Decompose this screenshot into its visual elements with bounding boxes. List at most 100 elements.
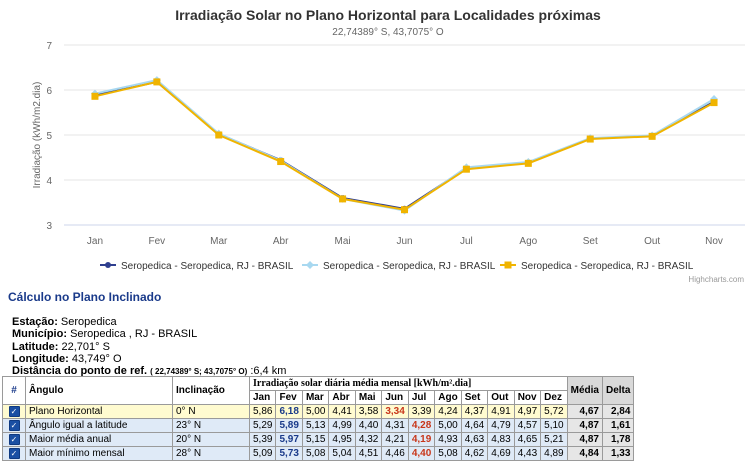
distance-value: :6,4 km (250, 365, 287, 378)
cell-angle: Maior mínimo mensal (25, 446, 173, 461)
series-1-point-legend[interactable] (306, 261, 314, 269)
col-month-abr: Abr (328, 390, 356, 405)
y-axis-title: Irradiação (kWh/m2.dia) (32, 82, 43, 189)
col-month-jun: Jun (381, 390, 409, 405)
cell-tilt: 23° N (172, 418, 250, 433)
series-2-point-0[interactable] (91, 92, 99, 100)
series-2-point-4[interactable] (339, 195, 347, 203)
legend-label: Seropedica - Seropedica, RJ - BRASIL (521, 261, 694, 272)
latitude-label: Latitude: (12, 340, 59, 353)
col-month-nov: Nov (513, 390, 542, 405)
chart-subtitle: 22,74389° S, 43,7075° O (332, 27, 444, 38)
chart-credits[interactable]: Highcharts.com (688, 275, 744, 284)
row-checkbox[interactable]: ✓ (8, 405, 20, 417)
legend-label: Seropedica - Seropedica, RJ - BRASIL (323, 261, 496, 272)
series-2-point-9[interactable] (648, 132, 656, 140)
cell-delta: 2,84 (601, 404, 635, 419)
cell-month-value: 4,65 (513, 432, 542, 447)
x-tick-label: Abr (273, 236, 289, 247)
station-row: Estação: Seropedica (12, 316, 286, 328)
x-tick-label: Jan (87, 236, 103, 247)
cell-tilt: 20° N (172, 432, 250, 447)
municipality-label: Município: (12, 328, 67, 341)
longitude-row: Longitude: 43,749° O (12, 353, 286, 365)
cell-month-value: 5,73 (275, 446, 303, 461)
cell-month-value: 4,69 (487, 446, 515, 461)
row-checkbox[interactable]: ✓ (8, 447, 20, 459)
series-2-point-7[interactable] (524, 159, 532, 167)
table-row: ✓ Ângulo igual a latitude 23° N 5,29 5,89 5,1… (2, 418, 635, 433)
cell-month-value: 4,24 (434, 404, 462, 419)
cell-average: 4,67 (566, 404, 603, 419)
series-2-line (94, 80, 715, 211)
col-month-dez: Dez (540, 390, 568, 405)
y-tick-label: 4 (46, 176, 52, 187)
legend-item-1[interactable]: Seropedica - Seropedica, RJ - BRASIL (302, 261, 496, 272)
legend-item-0[interactable]: Seropedica - Seropedica, RJ - BRASIL (100, 261, 294, 272)
municipality-row: Município: Seropedica , RJ - BRASIL (12, 328, 286, 340)
col-month-ago: Ago (434, 390, 462, 405)
cell-month-value: 4,64 (460, 418, 489, 433)
cell-month-value: 4,79 (487, 418, 515, 433)
cell-average: 4,84 (566, 446, 603, 461)
series-2-point-legend[interactable] (504, 261, 512, 269)
cell-month-value: 4,51 (354, 446, 383, 461)
row-checkbox-cell: ✓ (2, 404, 26, 419)
col-month-mar: Mar (301, 390, 330, 405)
cell-month-value: 5,00 (301, 404, 330, 419)
series-2-point-1[interactable] (153, 78, 161, 86)
cell-month-value: 4,31 (381, 418, 409, 433)
table-body: ✓ Plano Horizontal 0° N 5,86 6,18 5,00 4,41 3,5… (2, 404, 635, 461)
cell-month-value: 5,04 (328, 446, 356, 461)
cell-month-value: 4,46 (381, 446, 409, 461)
cell-month-value: 4,32 (354, 432, 383, 447)
table-row: ✓ Maior média anual 20° N 5,39 5,97 5,15 4,95 4… (2, 432, 635, 447)
x-tick-label: Out (644, 236, 660, 247)
series-0-point-legend[interactable] (105, 262, 111, 268)
series-1-line (94, 79, 715, 212)
legend-item-2[interactable]: Seropedica - Seropedica, RJ - BRASIL (500, 261, 694, 272)
x-tick-label: Nov (705, 236, 723, 247)
series-2-point-6[interactable] (462, 165, 470, 173)
series-2-point-3[interactable] (277, 158, 285, 166)
cell-month-value: 4,89 (540, 446, 568, 461)
x-tick-label: Ago (519, 236, 537, 247)
y-tick-label: 7 (46, 41, 52, 52)
cell-month-value: 5,86 (248, 404, 277, 419)
cell-month-value: 5,21 (540, 432, 568, 447)
cell-month-value: 4,91 (487, 404, 515, 419)
x-tick-label: Fev (149, 236, 166, 247)
cell-month-value: 5,29 (248, 418, 277, 433)
cell-month-value: 5,10 (540, 418, 568, 433)
series-2-point-2[interactable] (215, 131, 223, 139)
cell-month-value: 4,21 (381, 432, 409, 447)
x-tick-label: Set (583, 236, 598, 247)
cell-month-value: 5,08 (434, 446, 462, 461)
y-tick-label: 6 (46, 86, 52, 97)
series-0 (91, 78, 718, 212)
series-2-point-10[interactable] (710, 99, 718, 107)
row-checkbox[interactable]: ✓ (8, 419, 20, 431)
x-tick-label: Jun (396, 236, 412, 247)
col-month-fev: Fev (275, 390, 303, 405)
cell-tilt: 28° N (172, 446, 250, 461)
row-checkbox-cell: ✓ (2, 446, 26, 461)
row-checkbox[interactable]: ✓ (8, 433, 20, 445)
col-group-irradiation: Irradiação solar diária média mensal [kW… (249, 376, 568, 391)
chart-title: Irradiação Solar no Plano Horizontal par… (175, 7, 601, 23)
col-month-jan: Jan (248, 390, 277, 405)
y-axis: 3 4 5 6 7 (46, 41, 52, 232)
distance-row: Distância do ponto de ref. ( 22,74389° S… (12, 365, 286, 378)
chart-series (90, 76, 719, 215)
table-header-row-months: Jan Fev Mar Abr Mai Jun Jul Ago Set Out Nov Dez (3, 390, 634, 405)
station-label: Estação: (12, 316, 58, 328)
cell-delta: 1,78 (601, 432, 635, 447)
chart-legend[interactable]: Seropedica - Seropedica, RJ - BRASIL Sero… (100, 261, 694, 272)
col-hash: # (2, 376, 26, 405)
tilted-plane-table: # Ângulo Inclinação Irradiação solar diá… (2, 376, 635, 461)
series-2-point-5[interactable] (401, 206, 408, 214)
latitude-value: 22,701° S (61, 340, 110, 353)
col-month-jul: Jul (407, 390, 436, 405)
cell-delta: 1,61 (601, 418, 635, 433)
series-2-point-8[interactable] (586, 135, 594, 143)
